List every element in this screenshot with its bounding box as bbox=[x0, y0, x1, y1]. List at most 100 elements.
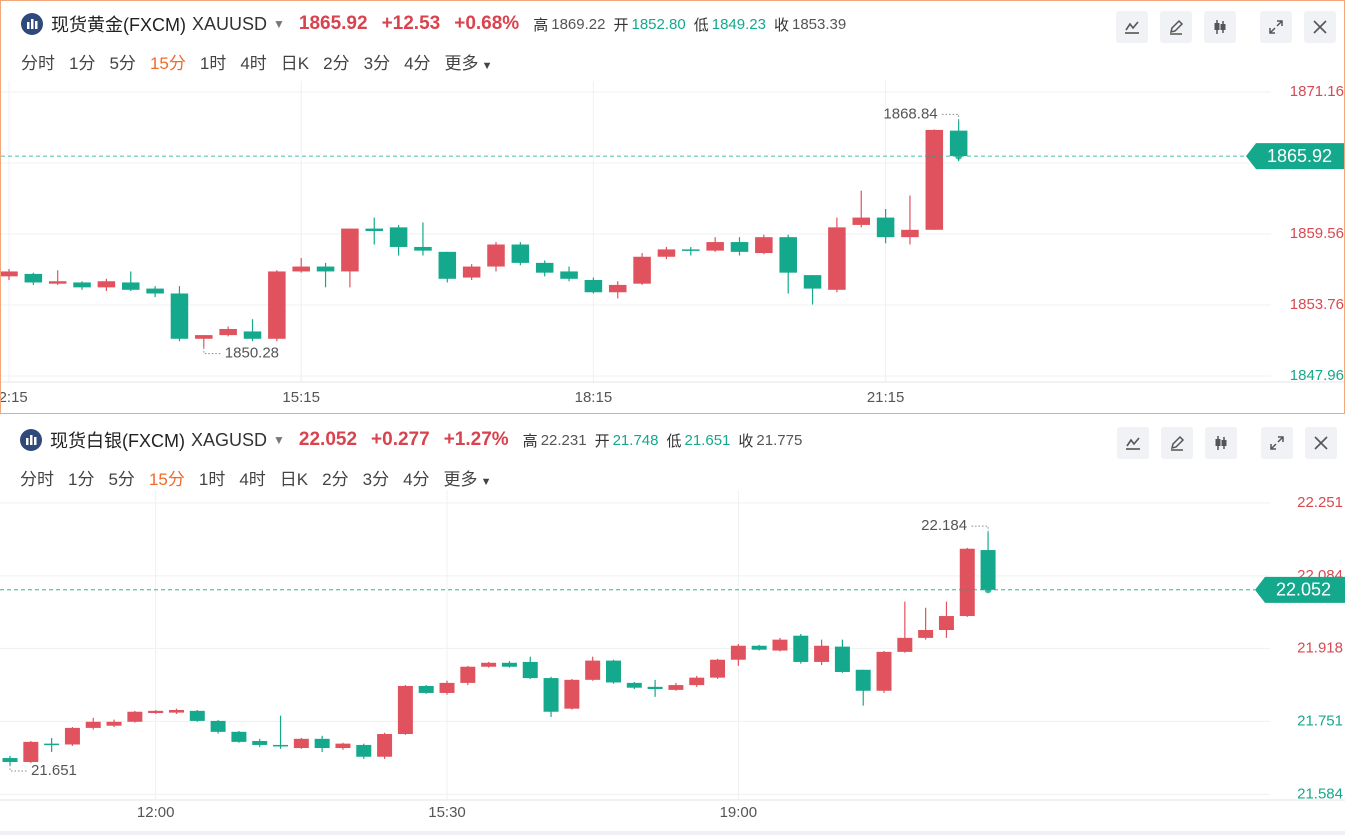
interval-tab[interactable]: 日K bbox=[279, 470, 309, 489]
y-tick-label: 21.918 bbox=[1297, 639, 1343, 656]
candle-body bbox=[730, 242, 749, 252]
candle-body bbox=[647, 686, 663, 690]
interval-tab[interactable]: 1时 bbox=[198, 470, 226, 489]
tool-button[interactable] bbox=[1204, 11, 1236, 43]
candle-body bbox=[341, 228, 359, 272]
tool-button[interactable] bbox=[1117, 427, 1149, 459]
symbol-code[interactable]: XAUUSD bbox=[191, 13, 267, 34]
candle-body bbox=[481, 662, 497, 667]
tool-button[interactable] bbox=[1305, 427, 1337, 459]
extreme-label: 22.184 bbox=[921, 517, 967, 534]
interval-tab[interactable]: 3分 bbox=[362, 470, 390, 489]
candle-body bbox=[925, 129, 944, 230]
candle-body bbox=[487, 244, 505, 267]
last-price-tag-label: 22.052 bbox=[1276, 580, 1331, 600]
interval-tab[interactable]: 更多 ▼ bbox=[444, 54, 493, 73]
candlestick-chart: 12:1515:1518:1521:151871.161865.361859.5… bbox=[1, 81, 1344, 406]
y-tick-label: 21.751 bbox=[1297, 712, 1343, 729]
annotation-leader bbox=[970, 525, 989, 533]
silver-panel: 现货白银(FXCM) XAGUSD ▼ 22.052 +0.277 +1.27% 高 22.2… bbox=[0, 415, 1345, 835]
interval-tab[interactable]: 4时 bbox=[240, 54, 267, 73]
stat-value: 21.651 bbox=[684, 431, 731, 449]
interval-tab[interactable]: 3分 bbox=[363, 54, 391, 73]
price-change: +0.277 bbox=[371, 429, 430, 450]
interval-tab[interactable]: 4时 bbox=[239, 470, 266, 489]
interval-tab[interactable]: 日K bbox=[280, 54, 310, 73]
candle-body bbox=[901, 229, 919, 238]
interval-tab[interactable]: 5分 bbox=[109, 54, 136, 73]
candle-body bbox=[814, 645, 830, 662]
candle-body bbox=[148, 710, 164, 714]
interval-tab[interactable]: 分时 bbox=[20, 470, 54, 489]
interval-tab[interactable]: 2分 bbox=[322, 470, 349, 489]
interval-tab[interactable]: 4分 bbox=[403, 470, 430, 489]
candle-body bbox=[668, 685, 684, 690]
interval-tab[interactable]: 1时 bbox=[199, 54, 227, 73]
candle-body bbox=[273, 744, 289, 747]
tool-button[interactable] bbox=[1205, 427, 1237, 459]
candle-body bbox=[876, 217, 895, 238]
candle-body bbox=[23, 741, 39, 762]
candle-body bbox=[980, 550, 996, 590]
stat-label: 收 bbox=[738, 432, 754, 450]
x-tick-label: 18:15 bbox=[575, 389, 613, 406]
candle-body bbox=[501, 662, 517, 667]
x-tick-label: 21:15 bbox=[867, 389, 905, 406]
annotation-leader bbox=[203, 347, 222, 355]
interval-tab[interactable]: 5分 bbox=[108, 470, 135, 489]
candle-body bbox=[855, 669, 871, 691]
tool-button[interactable] bbox=[1304, 11, 1336, 43]
candle-body bbox=[706, 242, 724, 251]
candle-body bbox=[522, 661, 538, 679]
last-price-dot bbox=[984, 586, 992, 594]
candle-body bbox=[418, 685, 434, 693]
candle-body bbox=[543, 678, 559, 712]
price-change: +12.53 bbox=[381, 13, 441, 34]
tool-button[interactable] bbox=[1160, 11, 1192, 43]
candle-body bbox=[918, 630, 934, 638]
y-tick-label: 22.251 bbox=[1297, 494, 1343, 511]
interval-tab[interactable]: 1分 bbox=[69, 54, 96, 73]
candle-body bbox=[195, 335, 213, 339]
interval-tab[interactable]: 4分 bbox=[404, 54, 431, 73]
stat-value: 1852.80 bbox=[631, 15, 686, 33]
tool-button[interactable] bbox=[1260, 11, 1292, 43]
interval-tab[interactable]: 15分 bbox=[149, 54, 186, 73]
tool-button[interactable] bbox=[1261, 427, 1293, 459]
stat-label: 开 bbox=[613, 16, 629, 34]
candle-body bbox=[564, 679, 580, 709]
interval-tab[interactable]: 15分 bbox=[148, 470, 185, 489]
candle-body bbox=[682, 249, 700, 251]
candlestick-chart: 12:00 15:30 19:0022.25122.08421.91821.7512… bbox=[0, 490, 1345, 821]
stat-label: 低 bbox=[666, 432, 682, 450]
candle-body bbox=[73, 282, 91, 288]
candle-body bbox=[189, 710, 205, 721]
interval-tab[interactable]: 2分 bbox=[323, 54, 350, 73]
candle-body bbox=[460, 666, 476, 683]
candle-body bbox=[231, 731, 247, 742]
candle-body bbox=[414, 246, 432, 251]
candle-body bbox=[121, 282, 140, 290]
symbol-dropdown[interactable]: ▼ bbox=[273, 17, 285, 31]
candle-body bbox=[268, 271, 286, 339]
stat-label: 高 bbox=[533, 16, 549, 34]
tool-button[interactable] bbox=[1116, 11, 1148, 43]
toolbar bbox=[1105, 427, 1337, 459]
candle-body bbox=[633, 256, 651, 284]
symbol-dropdown[interactable]: ▼ bbox=[273, 433, 285, 447]
annotation-leader bbox=[9, 765, 28, 772]
candle-body bbox=[397, 685, 413, 735]
x-tick-label: 12:15 bbox=[1, 389, 28, 406]
last-price: 22.052 bbox=[298, 429, 358, 450]
symbol-code[interactable]: XAGUSD bbox=[190, 429, 268, 450]
tool-button[interactable] bbox=[1161, 427, 1193, 459]
interval-tab[interactable]: 分时 bbox=[21, 54, 55, 73]
logo-icon bbox=[21, 13, 43, 35]
interval-tab[interactable]: 更多 ▼ bbox=[443, 470, 492, 489]
candle-body bbox=[959, 548, 975, 617]
interval-tab[interactable]: 1分 bbox=[68, 470, 95, 489]
y-tick-label: 1847.96 bbox=[1290, 367, 1344, 384]
candle-body bbox=[852, 217, 871, 225]
candle-body bbox=[24, 273, 43, 283]
